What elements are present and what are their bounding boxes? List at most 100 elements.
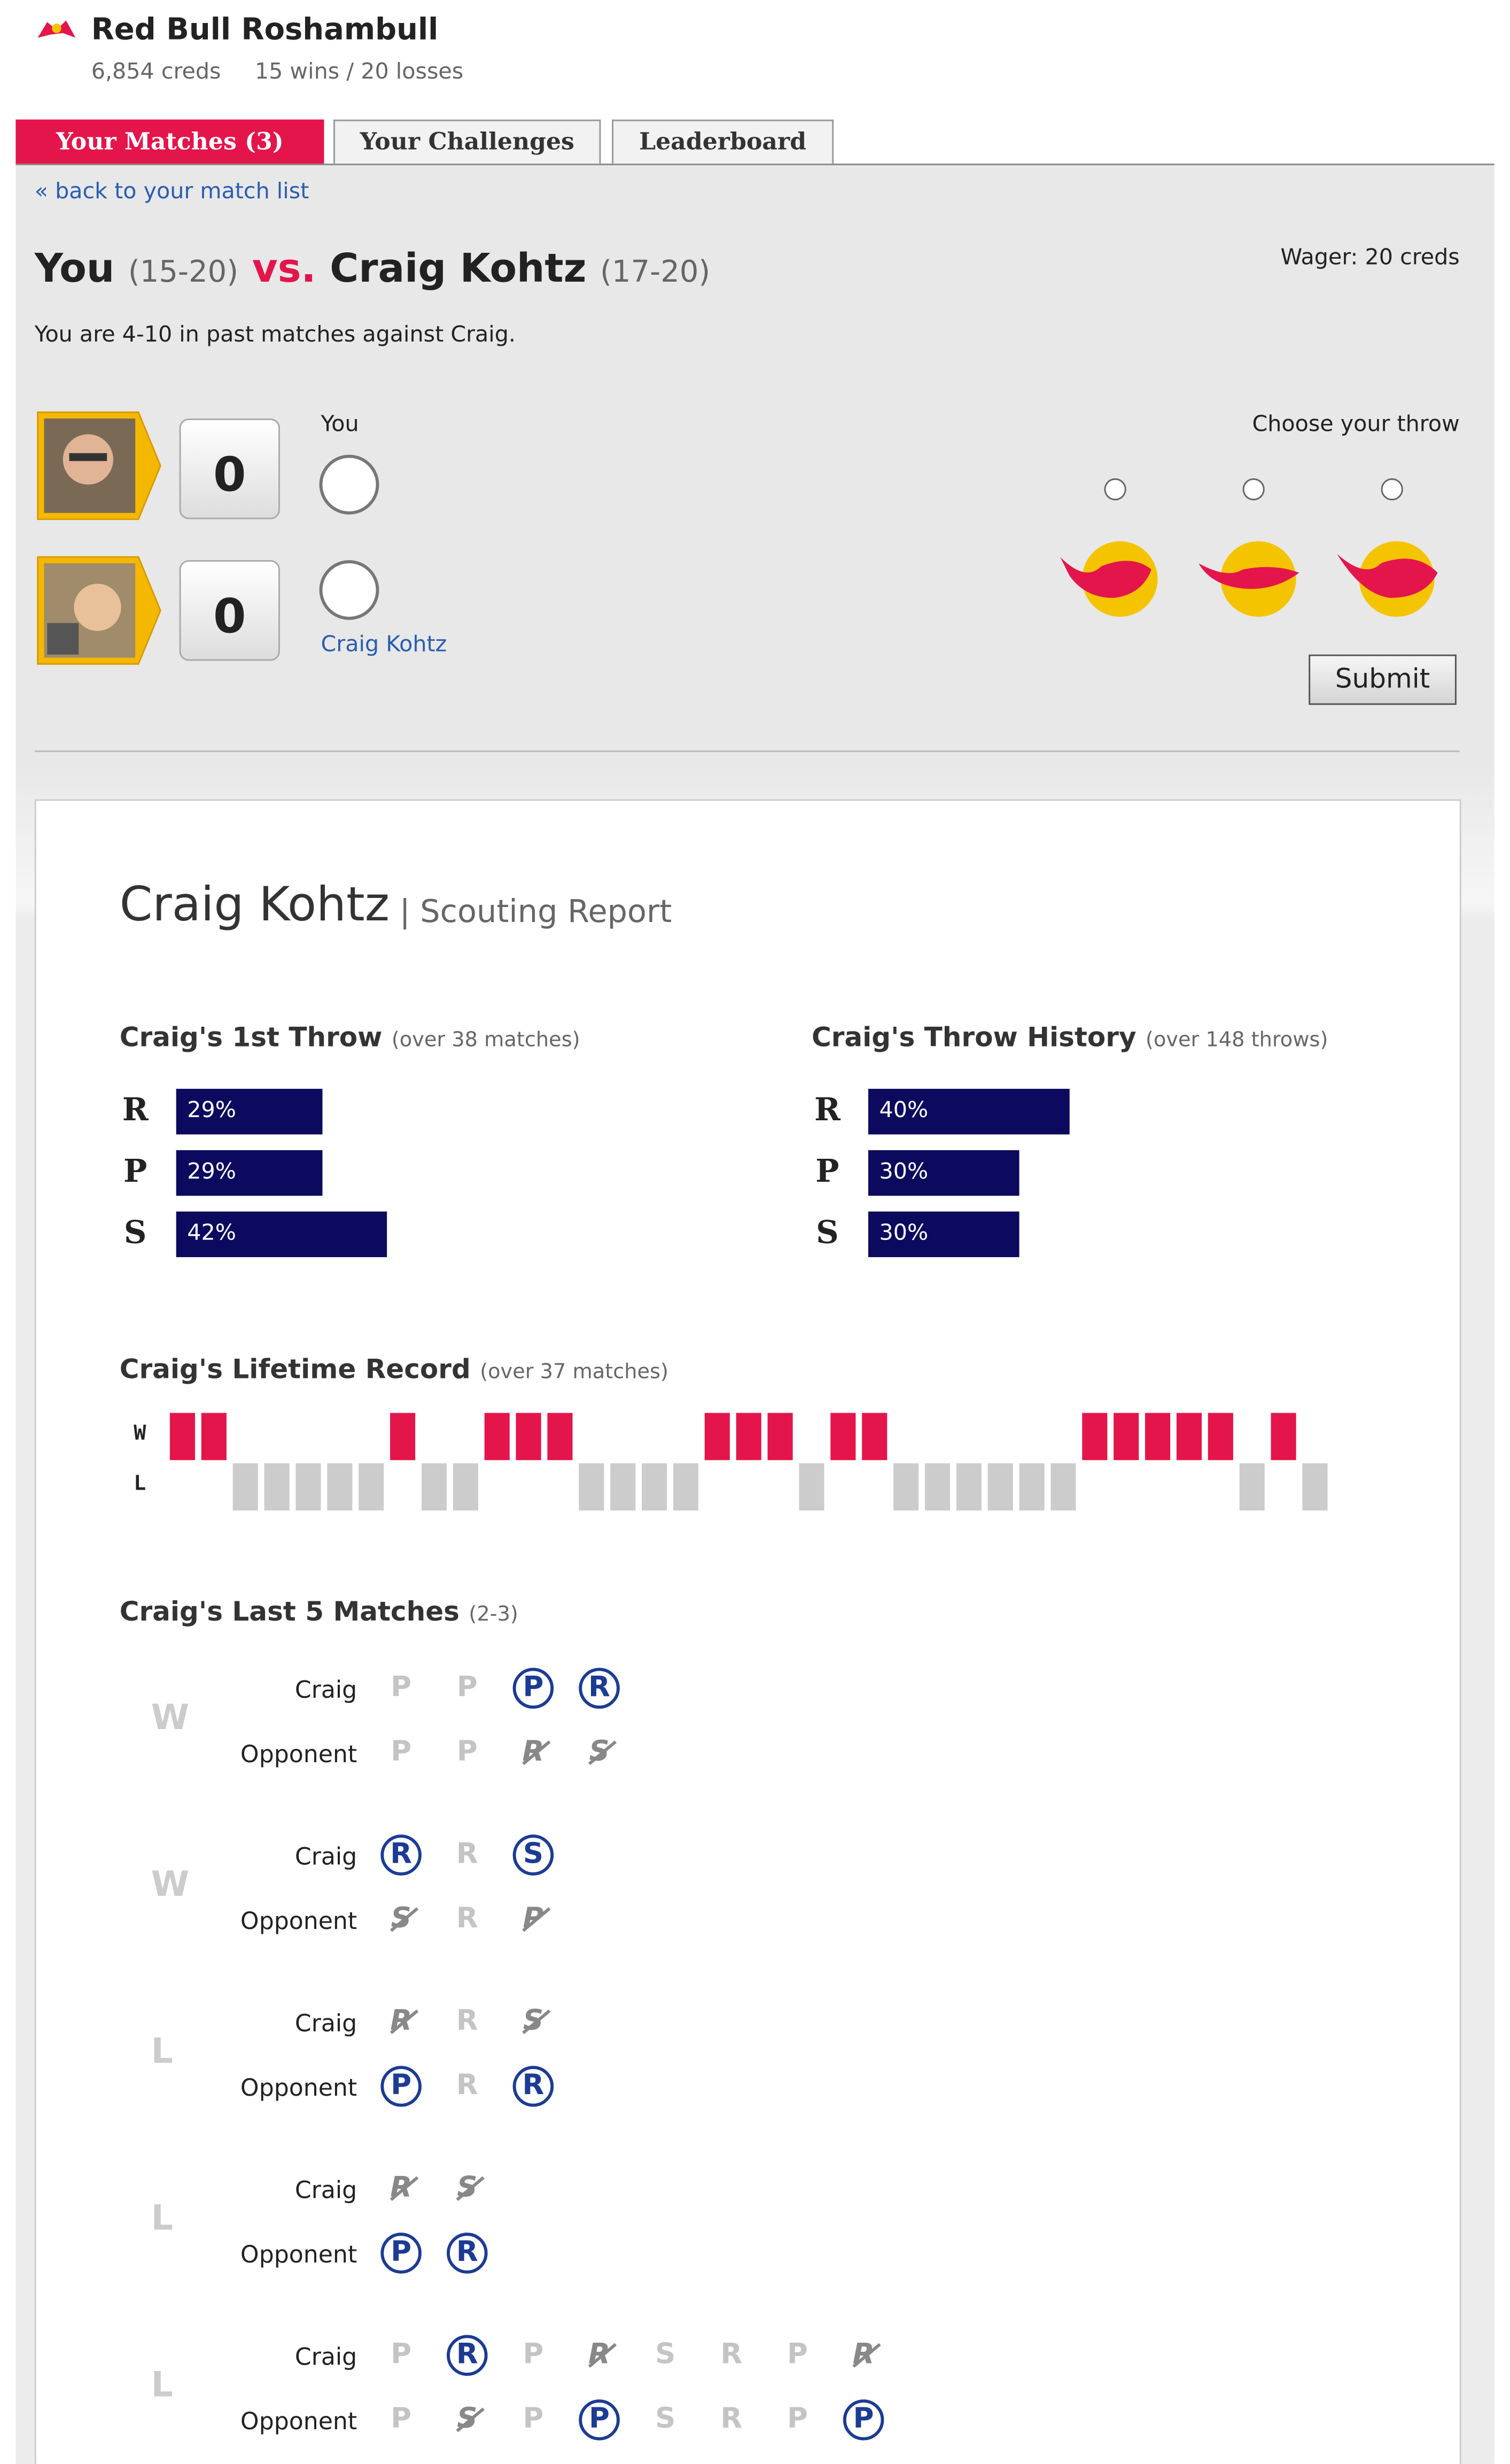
side-label: Craig (294, 2343, 357, 2372)
logo-icon (37, 20, 76, 38)
throw-tie: R (447, 2001, 488, 2042)
throw-letter: R (456, 2069, 478, 2102)
section-title: Craig's 1st Throw (over 38 matches) (120, 1022, 580, 1054)
title: Craig's Last 5 Matches (119, 1597, 460, 1629)
loss-block (610, 1463, 636, 1510)
throw-icons (1060, 541, 1438, 617)
throw-loss: R (380, 2168, 422, 2209)
throw-loss: S (380, 1899, 422, 1940)
win-block (1271, 1413, 1296, 1460)
win-block (169, 1413, 196, 1460)
throw-win: R (447, 2233, 488, 2274)
win-block (1176, 1413, 1202, 1460)
back-link[interactable]: « back to your match list (34, 179, 309, 205)
note: (over 148 throws) (1146, 1029, 1328, 1053)
radio[interactable] (1104, 478, 1126, 501)
win-block (704, 1413, 730, 1460)
tab[interactable]: Your Challenges (333, 119, 601, 164)
loss-block (987, 1463, 1013, 1510)
loss-block (956, 1463, 982, 1510)
throw-letter: S (457, 2403, 478, 2436)
value-label: 30% (879, 1159, 929, 1185)
tab-rule (15, 164, 1495, 166)
submit-button[interactable]: Submit (1309, 654, 1457, 705)
side-label: Opponent (240, 1740, 357, 1769)
win-block (1114, 1413, 1139, 1460)
matchup: You (15-20) vs. Craig Kohtz (17-20) (35, 245, 711, 291)
match-result: W (151, 1866, 190, 1905)
throw-letter: P (391, 2236, 412, 2269)
throw-letter: P (391, 1671, 412, 1704)
bar (176, 1211, 388, 1258)
head-to-head: You are 4-10 in past matches against Cra… (34, 322, 516, 348)
value-label: 29% (187, 1159, 236, 1185)
win-block (516, 1413, 541, 1460)
throw-loss: S (447, 2168, 488, 2209)
loss-block (1302, 1463, 1328, 1510)
value-label: 29% (187, 1098, 236, 1123)
loss-block (421, 1463, 447, 1510)
bar (868, 1089, 1070, 1135)
tab[interactable]: Leaderboard (612, 119, 834, 164)
creds: 6,854 creds (91, 59, 221, 85)
throw-win: R (512, 2066, 554, 2107)
throw-win: P (579, 2399, 620, 2440)
loss-block (327, 1463, 353, 1510)
loss-block (1050, 1463, 1076, 1510)
throw-letter: S (655, 2403, 676, 2436)
side-label: Opponent (240, 2407, 357, 2436)
side-label: Craig (294, 2176, 357, 2205)
throw-tie: P (380, 2335, 422, 2376)
player-label: You (321, 412, 359, 438)
win-block (830, 1413, 856, 1460)
row-label: S (816, 1213, 839, 1251)
throw-letter: P (787, 2338, 808, 2372)
throw-loss: S (447, 2399, 488, 2440)
radio[interactable] (1242, 478, 1265, 501)
loss-block (453, 1463, 478, 1510)
throw-letter: P (589, 2403, 610, 2436)
throw-loss: R (513, 1732, 554, 1773)
tab[interactable]: Your Matches (3) (15, 119, 324, 164)
loss-block (232, 1463, 258, 1510)
throw-letter: R (456, 2004, 478, 2038)
row-label: R (814, 1090, 840, 1128)
section-title: Craig's Last 5 Matches (2-3) (120, 1597, 518, 1629)
app-title: Red Bull Roshambull (91, 12, 439, 48)
side-label: Craig (294, 1676, 357, 1704)
throw-loss: P (513, 1899, 554, 1940)
throw-letter: S (457, 2171, 478, 2205)
title: Craig's Throw History (811, 1022, 1137, 1055)
you-record: (15-20) (128, 254, 239, 290)
bar (176, 1150, 322, 1196)
avatar (37, 556, 161, 665)
throw-letter: P (391, 2403, 412, 2436)
throw-loss: S (579, 1732, 620, 1773)
opponent-link[interactable]: Craig Kohtz (321, 632, 447, 658)
radio[interactable] (1381, 478, 1403, 501)
loss-block (924, 1463, 951, 1510)
vs: vs. (252, 245, 316, 291)
throw-tie: P (447, 1668, 488, 1709)
throw-letter: P (391, 2069, 412, 2102)
loss-block (579, 1463, 604, 1510)
throw-tie: R (447, 1834, 488, 1876)
throw-loss: R (380, 2001, 422, 2042)
throw-tie: S (645, 2335, 686, 2376)
throw-loss: R (579, 2335, 620, 2376)
win-block (1082, 1413, 1108, 1460)
loss-block (1239, 1463, 1265, 1510)
win-loss: 15 wins / 20 losses (254, 59, 464, 85)
row-label: P (123, 1151, 147, 1190)
throw-loss: R (843, 2335, 884, 2376)
throw-letter: R (456, 2236, 478, 2269)
divider (34, 750, 1460, 753)
loss-block (1019, 1463, 1045, 1510)
throw-letter: S (391, 1902, 411, 1935)
match-result: L (151, 2366, 173, 2406)
throw-tie: S (645, 2399, 686, 2440)
bar (868, 1150, 1019, 1196)
side-label: Opponent (240, 2073, 357, 2102)
win-block (1145, 1413, 1171, 1460)
